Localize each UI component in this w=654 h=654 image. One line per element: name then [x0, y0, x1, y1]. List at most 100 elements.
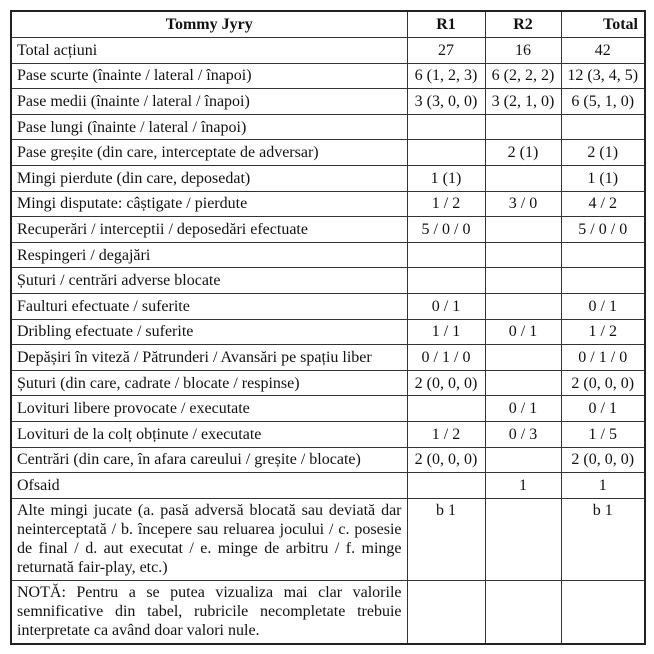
cell-r2: [484, 241, 562, 269]
cell-r1: [406, 113, 486, 141]
row-label: Lovituri de la colț obținute / executate: [10, 420, 408, 448]
cell-total: 2 (1): [560, 139, 646, 166]
table-row: Mingi disputate: câștigate / pierdute 1 /…: [10, 190, 646, 218]
cell-r2: [484, 292, 562, 320]
cell-r1: 6 (1, 2, 3): [406, 62, 486, 90]
cell-r1: 1 / 1: [406, 318, 486, 346]
cell-r1: [406, 395, 486, 422]
table-row: Șuturi (din care, cadrate / blocate / re…: [10, 369, 646, 397]
cell-total: 1 (1): [560, 164, 646, 192]
cell-r1: 2 (0, 0, 0): [406, 369, 486, 397]
cell-r1: 3 (3, 0, 0): [406, 88, 486, 115]
cell-r2: 0 / 1: [484, 395, 562, 422]
cell-r2: 1: [484, 472, 562, 499]
cell-r1: [406, 241, 486, 269]
player-stats-table: Tommy Jyry R1 R2 Total Total acțiuni 27 16…: [10, 10, 646, 645]
cell-r2: [484, 267, 562, 294]
cell-total: [560, 113, 646, 141]
table-row: Mingi pierdute (din care, deposedat) 1 (1…: [10, 164, 646, 192]
header-r2: R2: [484, 10, 562, 38]
table-row: Centrări (din care, în afara careului / …: [10, 446, 646, 474]
cell-r1: [406, 139, 486, 166]
cell-total: 1 / 2: [560, 318, 646, 346]
row-label: Respingeri / degajări: [10, 241, 408, 269]
table-row: Lovituri libere provocate / executate 0 /…: [10, 395, 646, 422]
row-label: Lovituri libere provocate / executate: [10, 395, 408, 422]
cell-r1: [406, 579, 486, 645]
table-row: Șuturi / centrări adverse blocate: [10, 267, 646, 294]
table-row: NOTĂ: Pentru a se putea vizualiza mai cl…: [10, 579, 646, 645]
cell-r1: 1 / 2: [406, 420, 486, 448]
cell-r2: [484, 164, 562, 192]
cell-r1: 1 / 2: [406, 190, 486, 218]
header-player-name: Tommy Jyry: [10, 10, 408, 38]
cell-total: 6 (5, 1, 0): [560, 88, 646, 115]
table-row: Pase lungi (înainte / lateral / înapoi): [10, 113, 646, 141]
row-label: Mingi disputate: câștigate / pierdute: [10, 190, 408, 218]
cell-total: 2 (0, 0, 0): [560, 446, 646, 474]
cell-r1: 27: [406, 37, 486, 64]
cell-r1: 0 / 1 / 0: [406, 344, 486, 371]
row-label: Ofsaid: [10, 472, 408, 499]
cell-total: [560, 579, 646, 645]
row-label: Faulturi efectuate / suferite: [10, 292, 408, 320]
row-label: Pase lungi (înainte / lateral / înapoi): [10, 113, 408, 141]
table-row: Respingeri / degajări: [10, 241, 646, 269]
cell-r2: 2 (1): [484, 139, 562, 166]
table-row: Pase medii (înainte / lateral / înapoi) 3…: [10, 88, 646, 115]
table-row: Lovituri de la colț obținute / executate…: [10, 420, 646, 448]
cell-r1: [406, 267, 486, 294]
cell-r2: [484, 579, 562, 645]
row-label: Recuperări / interceptii / deposedări ef…: [10, 216, 408, 243]
row-label: NOTĂ: Pentru a se putea vizualiza mai cl…: [10, 579, 408, 645]
row-label: Pase scurte (înainte / lateral / înapoi): [10, 62, 408, 90]
cell-total: 0 / 1: [560, 292, 646, 320]
cell-r2: 0 / 1: [484, 318, 562, 346]
table-row: Pase scurte (înainte / lateral / înapoi)…: [10, 62, 646, 90]
cell-total: 1 / 5: [560, 420, 646, 448]
cell-r2: 16: [484, 37, 562, 64]
header-total: Total: [560, 10, 646, 38]
row-label: Mingi pierdute (din care, deposedat): [10, 164, 408, 192]
row-label: Pase greșite (din care, interceptate de …: [10, 139, 408, 166]
table-row: Recuperări / interceptii / deposedări ef…: [10, 216, 646, 243]
cell-r2: [484, 446, 562, 474]
cell-total: 5 / 0 / 0: [560, 216, 646, 243]
row-label: Șuturi / centrări adverse blocate: [10, 267, 408, 294]
cell-r2: [484, 216, 562, 243]
header-row: Tommy Jyry R1 R2 Total: [10, 10, 646, 38]
table-row: Pase greșite (din care, interceptate de …: [10, 139, 646, 166]
cell-total: 0 / 1: [560, 395, 646, 422]
cell-r2: 3 (2, 1, 0): [484, 88, 562, 115]
cell-r2: 3 / 0: [484, 190, 562, 218]
cell-r1: 2 (0, 0, 0): [406, 446, 486, 474]
cell-total: 1: [560, 472, 646, 499]
cell-r1: 0 / 1: [406, 292, 486, 320]
cell-r1: b 1: [406, 497, 486, 581]
row-label: Total acțiuni: [10, 37, 408, 64]
cell-total: 12 (3, 4, 5): [560, 62, 646, 90]
row-label: Centrări (din care, în afara careului / …: [10, 446, 408, 474]
cell-total: 2 (0, 0, 0): [560, 369, 646, 397]
cell-total: 42: [560, 37, 646, 64]
cell-r2: [484, 113, 562, 141]
row-label: Dribling efectuate / suferite: [10, 318, 408, 346]
cell-total: 0 / 1 / 0: [560, 344, 646, 371]
table-row: Ofsaid 1 1: [10, 472, 646, 499]
cell-r2: 0 / 3: [484, 420, 562, 448]
cell-r1: [406, 472, 486, 499]
row-label: Alte mingi jucate (a. pasă adversă bloca…: [10, 497, 408, 581]
header-r1: R1: [406, 10, 486, 38]
cell-total: [560, 241, 646, 269]
cell-r1: 1 (1): [406, 164, 486, 192]
row-label: Pase medii (înainte / lateral / înapoi): [10, 88, 408, 115]
table-row: Depășiri în viteză / Pătrunderi / Avansă…: [10, 344, 646, 371]
cell-total: 4 / 2: [560, 190, 646, 218]
row-label: Depășiri în viteză / Pătrunderi / Avansă…: [10, 344, 408, 371]
cell-r2: [484, 369, 562, 397]
table-row: Total acțiuni 27 16 42: [10, 37, 646, 64]
cell-total: b 1: [560, 497, 646, 581]
cell-total: [560, 267, 646, 294]
